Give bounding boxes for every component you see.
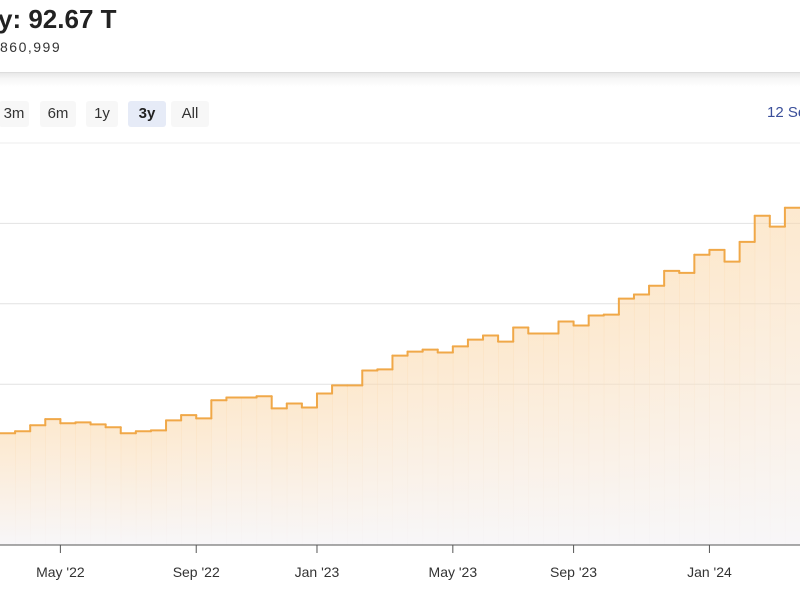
range-button[interactable]: 3y — [128, 101, 166, 127]
area-segment — [407, 351, 424, 545]
area-segment — [437, 352, 454, 545]
area-segment — [483, 335, 499, 545]
area-segment — [392, 355, 409, 545]
area-segment — [543, 333, 559, 545]
area-segment — [724, 261, 741, 545]
area-segment — [332, 385, 348, 545]
area-segment — [166, 420, 182, 545]
area-segment — [90, 424, 107, 545]
range-button[interactable]: 1y — [86, 101, 118, 127]
area-segment — [558, 321, 575, 545]
divider — [0, 72, 800, 87]
area-segment — [75, 422, 92, 545]
x-tick-label: Jan '24 — [687, 564, 732, 580]
area-segment — [316, 393, 333, 545]
area-segment — [226, 397, 243, 545]
area-segment — [120, 433, 137, 545]
area-segment — [603, 314, 620, 545]
area-segment — [286, 403, 303, 545]
range-button[interactable]: 6m — [40, 101, 76, 127]
area-segment — [573, 325, 590, 545]
area-segment — [0, 433, 16, 545]
area-segment — [196, 418, 212, 545]
subtitle: 860,999 — [0, 39, 62, 55]
area-segment — [347, 385, 363, 545]
area-segment — [633, 294, 650, 545]
area-segment — [15, 431, 31, 545]
area-segment — [377, 369, 393, 545]
area-segment — [60, 423, 76, 545]
area-segment — [452, 346, 469, 545]
area-segment — [271, 408, 288, 545]
area-segment — [256, 396, 273, 545]
area-segment — [422, 349, 439, 545]
area-segment — [649, 285, 665, 545]
date-range[interactable]: 12 Se — [767, 104, 800, 121]
area-segment — [664, 270, 680, 545]
area-segment — [513, 327, 529, 545]
x-tick-label: May '23 — [429, 564, 478, 580]
area-segment — [754, 215, 771, 545]
area-segment — [105, 427, 122, 545]
x-tick-label: Jan '23 — [295, 564, 340, 580]
area-segment — [588, 315, 605, 545]
area-segment — [150, 430, 167, 545]
area-segment — [211, 400, 227, 545]
area-segment — [301, 407, 318, 545]
area-segment — [45, 419, 61, 545]
area-segment — [135, 431, 152, 545]
range-button[interactable]: 3m — [0, 101, 29, 127]
area-segment — [241, 397, 258, 545]
area-segment — [498, 341, 514, 545]
area-segment — [467, 339, 484, 545]
area-segment — [739, 241, 756, 545]
page-title: y: 92.67 T — [0, 4, 117, 34]
area-segment — [694, 254, 710, 546]
area-segment — [709, 249, 726, 545]
area-segment — [784, 207, 800, 546]
area-segment — [362, 370, 378, 545]
area-segment — [769, 226, 786, 545]
area-segment — [618, 298, 635, 545]
x-tick-label: Sep '22 — [173, 564, 220, 580]
x-tick-label: May '22 — [36, 564, 85, 580]
area-segment — [30, 425, 46, 545]
area-segment — [528, 333, 544, 545]
area-segment — [181, 415, 197, 545]
range-button[interactable]: All — [171, 101, 209, 127]
x-tick-label: Sep '23 — [550, 564, 597, 580]
area-segment — [679, 272, 695, 545]
